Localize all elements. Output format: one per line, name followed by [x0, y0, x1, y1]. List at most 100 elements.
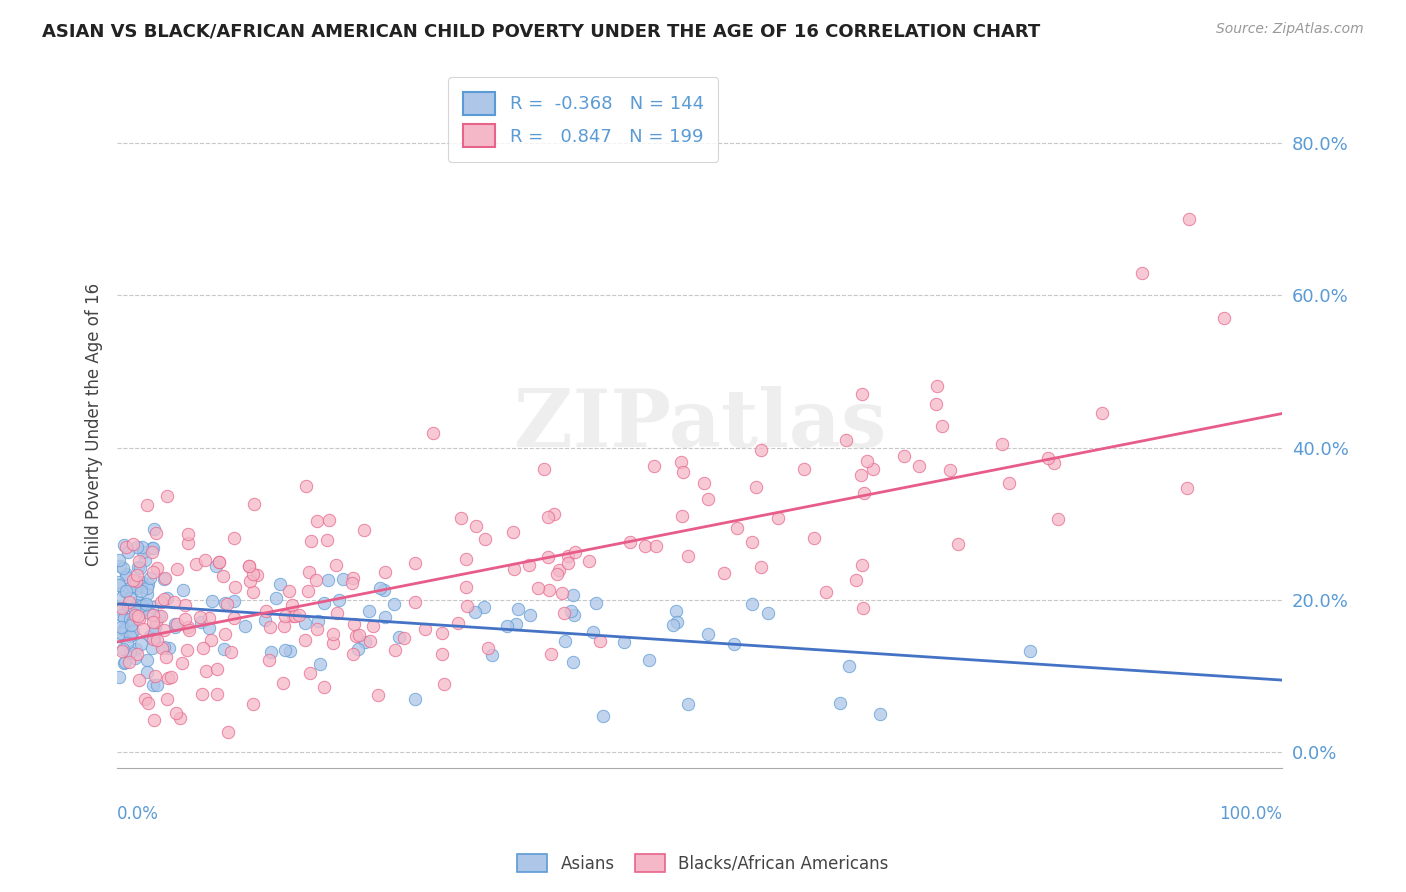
- Point: [148, 609, 170, 624]
- Point: [222, 611, 245, 625]
- Point: [114, 655, 136, 669]
- Point: [125, 581, 148, 595]
- Point: [851, 558, 873, 572]
- Point: [112, 583, 135, 598]
- Point: [404, 691, 426, 706]
- Point: [851, 386, 873, 401]
- Point: [561, 588, 583, 602]
- Point: [135, 587, 157, 601]
- Point: [838, 659, 860, 673]
- Point: [134, 553, 156, 567]
- Point: [224, 593, 246, 607]
- Point: [121, 578, 143, 592]
- Point: [176, 643, 198, 657]
- Point: [803, 531, 825, 545]
- Point: [108, 578, 131, 592]
- Point: [305, 573, 328, 587]
- Point: [125, 598, 148, 612]
- Point: [136, 653, 159, 667]
- Point: [112, 642, 135, 657]
- Point: [939, 462, 962, 476]
- Point: [146, 632, 169, 647]
- Point: [118, 655, 141, 669]
- Point: [112, 610, 135, 624]
- Point: [325, 606, 347, 620]
- Point: [318, 513, 340, 527]
- Point: [307, 514, 329, 528]
- Point: [548, 563, 571, 577]
- Point: [214, 596, 236, 610]
- Point: [156, 489, 179, 503]
- Point: [142, 608, 165, 623]
- Y-axis label: Child Poverty Under the Age of 16: Child Poverty Under the Age of 16: [86, 284, 103, 566]
- Point: [207, 687, 229, 701]
- Point: [142, 678, 165, 692]
- Point: [194, 665, 217, 679]
- Point: [404, 595, 426, 609]
- Point: [314, 680, 336, 694]
- Point: [120, 629, 142, 643]
- Point: [273, 608, 295, 623]
- Point: [553, 606, 575, 620]
- Point: [384, 643, 406, 657]
- Point: [294, 478, 316, 492]
- Point: [361, 619, 384, 633]
- Point: [578, 554, 600, 568]
- Point: [127, 595, 149, 609]
- Point: [110, 603, 132, 617]
- Point: [1178, 212, 1201, 227]
- Point: [129, 599, 152, 614]
- Point: [214, 627, 236, 641]
- Point: [142, 541, 165, 556]
- Point: [174, 612, 197, 626]
- Point: [246, 567, 269, 582]
- Point: [298, 566, 321, 580]
- Point: [142, 566, 165, 580]
- Point: [562, 607, 585, 622]
- Point: [260, 645, 283, 659]
- Point: [114, 622, 136, 636]
- Point: [1213, 311, 1236, 326]
- Point: [537, 509, 560, 524]
- Point: [141, 600, 163, 615]
- Point: [828, 696, 851, 710]
- Point: [925, 378, 948, 392]
- Point: [177, 623, 200, 637]
- Point: [370, 581, 392, 595]
- Text: ZIPatlas: ZIPatlas: [513, 386, 886, 464]
- Point: [946, 537, 969, 551]
- Point: [110, 607, 132, 622]
- Text: ASIAN VS BLACK/AFRICAN AMERICAN CHILD POVERTY UNDER THE AGE OF 16 CORRELATION CH: ASIAN VS BLACK/AFRICAN AMERICAN CHILD PO…: [42, 22, 1040, 40]
- Point: [851, 467, 873, 482]
- Point: [108, 553, 131, 567]
- Point: [114, 656, 136, 670]
- Text: 0.0%: 0.0%: [117, 805, 159, 823]
- Point: [430, 647, 453, 661]
- Point: [332, 572, 354, 586]
- Point: [159, 640, 181, 655]
- Point: [1043, 456, 1066, 470]
- Point: [727, 521, 749, 535]
- Point: [201, 593, 224, 607]
- Point: [127, 602, 149, 616]
- Point: [373, 583, 395, 598]
- Point: [359, 633, 381, 648]
- Point: [188, 609, 211, 624]
- Point: [264, 591, 287, 606]
- Point: [297, 583, 319, 598]
- Point: [142, 632, 165, 647]
- Point: [125, 642, 148, 657]
- Point: [852, 601, 875, 615]
- Point: [136, 696, 159, 710]
- Point: [115, 541, 138, 555]
- Point: [696, 627, 718, 641]
- Point: [125, 567, 148, 582]
- Point: [907, 459, 929, 474]
- Point: [676, 697, 699, 711]
- Point: [136, 581, 159, 595]
- Point: [131, 545, 153, 559]
- Point: [382, 597, 405, 611]
- Point: [465, 519, 488, 533]
- Point: [669, 455, 692, 469]
- Point: [205, 558, 228, 573]
